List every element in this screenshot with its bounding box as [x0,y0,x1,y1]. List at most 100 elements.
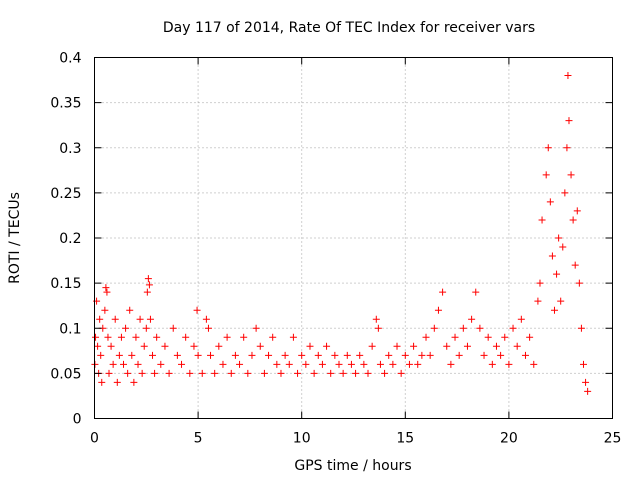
data-point [277,369,285,377]
y-tick-label: 0.3 [59,141,81,157]
data-point [451,333,459,341]
data-point [575,279,583,287]
data-point [306,342,314,350]
data-point [134,360,142,368]
data-points [91,72,592,395]
data-point [480,351,488,359]
data-point [463,342,471,350]
data-point [314,351,322,359]
axis-ticks: 0 5 10 15 20 25 0 0.05 0.1 0.15 0.2 0.25 0.3 0.35 0.4 [50,51,621,447]
data-point [298,351,306,359]
data-point [536,279,544,287]
data-point [145,281,153,289]
data-point [509,324,517,332]
data-point [111,315,119,323]
data-point [559,243,567,251]
data-point [194,351,202,359]
data-point [542,171,550,179]
y-tick-label: 0.25 [50,186,81,202]
data-point [579,360,587,368]
data-point [113,378,121,386]
x-tick-label: 15 [396,431,414,447]
data-point [530,360,538,368]
data-point [335,360,343,368]
data-point [410,342,418,350]
data-point [178,360,186,368]
data-point [584,387,592,395]
data-point [364,369,372,377]
data-point [550,306,558,314]
data-point [161,342,169,350]
data-point [142,324,150,332]
data-point [571,261,579,269]
data-point [126,306,134,314]
data-point [223,333,231,341]
data-point [294,369,302,377]
data-point [289,333,297,341]
data-point [105,369,113,377]
data-point [146,315,154,323]
data-point [273,360,281,368]
data-point [124,369,132,377]
data-point [546,198,554,206]
data-point [376,360,384,368]
data-point [430,324,438,332]
data-point [381,369,389,377]
data-point [302,360,310,368]
data-point [393,342,401,350]
data-point [101,306,109,314]
data-point [331,351,339,359]
data-point [231,351,239,359]
data-point [193,306,201,314]
data-point [198,369,206,377]
x-tick-label: 0 [90,431,99,447]
data-point [548,252,556,260]
data-point [553,270,561,278]
data-point [521,351,529,359]
data-point [136,315,144,323]
data-point [443,342,451,350]
data-point [236,360,244,368]
data-point [132,333,140,341]
data-point [488,360,496,368]
data-point [204,324,212,332]
data-point [476,324,484,332]
data-point [339,369,347,377]
data-point [368,342,376,350]
y-tick-label: 0.1 [59,321,81,337]
data-point [582,378,590,386]
x-tick-label: 10 [293,431,311,447]
data-point [128,351,136,359]
data-point [418,351,426,359]
data-point [455,351,463,359]
y-tick-label: 0 [73,412,82,428]
data-point [149,351,157,359]
x-tick-label: 25 [604,431,622,447]
data-point [434,306,442,314]
data-point [144,275,152,283]
data-point [517,315,525,323]
data-point [102,284,110,292]
data-point [227,369,235,377]
data-point [352,369,360,377]
data-point [117,333,125,341]
data-point [360,360,368,368]
data-point [526,333,534,341]
data-point [281,351,289,359]
data-point [103,288,111,296]
data-point [484,333,492,341]
data-point [265,351,273,359]
data-point [285,360,293,368]
data-point [215,342,223,350]
y-tick-label: 0.05 [50,366,81,382]
data-point [269,333,277,341]
data-point [565,117,573,125]
data-point [190,342,198,350]
data-point [347,360,355,368]
data-point [439,288,447,296]
data-point [219,360,227,368]
data-point [153,333,161,341]
y-tick-label: 0.4 [59,51,81,67]
data-point [252,324,260,332]
